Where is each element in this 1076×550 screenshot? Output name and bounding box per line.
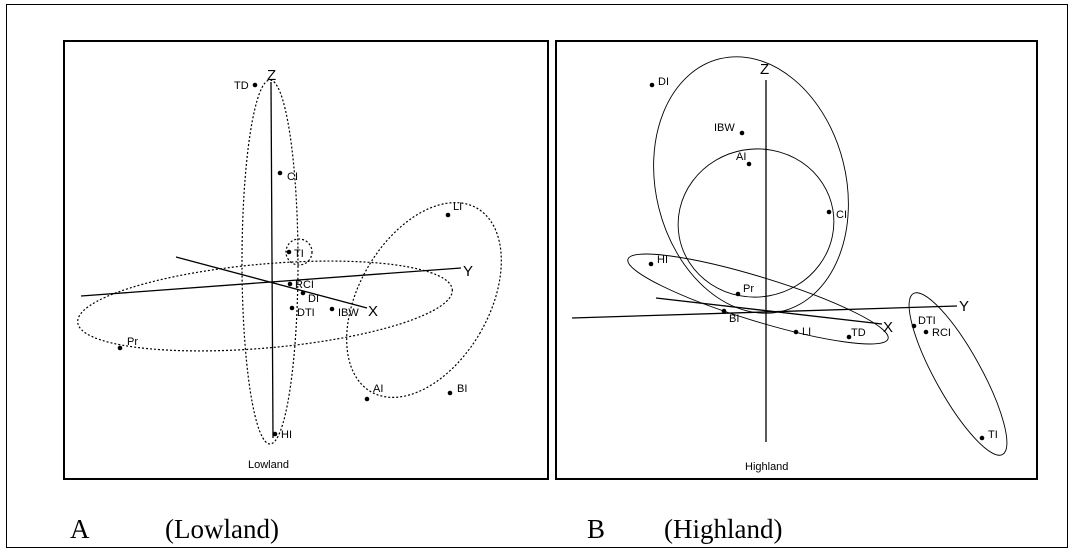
point-label-ai-lowland: AI (373, 383, 383, 395)
axis-label-z-highland: Z (760, 61, 769, 78)
axis-x-lowland (175, 256, 368, 309)
cluster-bottom-highland (627, 253, 889, 345)
point-di-lowland (300, 290, 306, 296)
point-td-lowland (252, 82, 258, 88)
cluster-ti-lowland (285, 238, 313, 266)
point-ibw-lowland (329, 306, 335, 312)
axis-label-x-lowland: X (368, 303, 378, 320)
point-label-td-highland: TD (851, 327, 866, 339)
axis-y-highland (571, 305, 958, 319)
point-label-hi-lowland: HI (281, 429, 292, 441)
point-rci-lowland (287, 281, 293, 287)
point-ti-highland (979, 435, 985, 441)
point-rci-highland (923, 329, 929, 335)
axis-x-highland (655, 297, 883, 325)
point-label-ibw-lowland: IBW (338, 307, 359, 319)
point-ai-highland (746, 161, 752, 167)
caption-letter-a: A (70, 514, 90, 544)
point-pr-lowland (117, 345, 123, 351)
cluster-vertical-lowland (241, 79, 299, 445)
point-ci-lowland (277, 170, 283, 176)
point-pr-highland (735, 291, 741, 297)
axis-label-x-highland: X (883, 319, 893, 336)
point-label-pr-highland: Pr (743, 283, 754, 295)
point-label-bi-highland: BI (729, 313, 739, 325)
cluster-middle-highland (677, 148, 835, 298)
caption-name-a: (Lowland) (165, 514, 279, 544)
point-label-di-highland: DI (658, 76, 669, 88)
point-bi-lowland (447, 390, 453, 396)
axis-label-y-lowland: Y (463, 263, 473, 280)
point-ti-lowland (286, 249, 292, 255)
panel-lowland: Z Y X TD CI TI (63, 40, 549, 480)
point-label-rci-lowland: RCI (295, 279, 314, 291)
point-hi-lowland (272, 431, 278, 437)
point-label-ci-highland: CI (836, 209, 847, 221)
point-label-ti-lowland: TI (294, 248, 304, 260)
point-label-ci-lowland: CI (287, 171, 298, 183)
panel-inner-label-lowland: Lowland (248, 459, 289, 471)
point-td-highland (846, 334, 852, 340)
point-label-ibw-highland: IBW (714, 122, 735, 134)
cluster-right-highland (908, 292, 1008, 456)
point-li-highland (793, 329, 799, 335)
point-label-hi-highland: HI (657, 254, 668, 266)
cluster-horizontal-lowland (77, 260, 453, 352)
point-label-rci-highland: RCI (932, 327, 951, 339)
clusters-lowland (77, 79, 502, 445)
point-label-td-lowland: TD (234, 80, 249, 92)
point-di-highland (649, 82, 655, 88)
points-highland (648, 82, 985, 441)
point-hi-highland (648, 261, 654, 267)
point-ibw-highland (739, 130, 745, 136)
axes-highland (571, 80, 958, 442)
point-li-lowland (445, 212, 451, 218)
panel-lowland-plot: Z Y X TD CI TI (77, 67, 502, 471)
point-label-ai-highland: AI (736, 151, 746, 163)
panel-inner-label-highland: Highland (745, 461, 788, 473)
figure-frame (6, 4, 1068, 548)
point-label-ti-highland: TI (988, 429, 998, 441)
point-dti-highland (911, 323, 917, 329)
point-label-li-lowland: LI (453, 201, 462, 213)
clusters-highland (627, 56, 1008, 456)
panel-highland-plot: Z Y X DI IBW AI (571, 56, 1008, 473)
point-ci-highland (826, 209, 832, 215)
point-label-li-highland: LI (802, 326, 811, 338)
caption-letter-b: B (587, 514, 606, 544)
point-label-bi-lowland: BI (457, 383, 467, 395)
points-lowland (117, 82, 453, 437)
point-bi-highland (721, 308, 727, 314)
point-label-dti-highland: DTI (918, 315, 936, 327)
axis-label-y-highland: Y (959, 298, 969, 315)
axis-z-lowland (270, 81, 274, 439)
cluster-large-highland (653, 56, 849, 314)
point-label-pr-lowland: Pr (127, 336, 138, 348)
point-dti-lowland (289, 305, 295, 311)
cluster-right-lowland (346, 202, 502, 398)
caption-name-b: (Highland) (664, 514, 783, 544)
point-label-dti-lowland: DTI (297, 307, 315, 319)
point-label-di-lowland: DI (308, 293, 319, 305)
axes-lowland (80, 81, 462, 439)
panel-highland: Z Y X DI IBW AI (555, 40, 1038, 480)
point-ai-lowland (364, 396, 370, 402)
axis-label-z-lowland: Z (267, 67, 276, 84)
